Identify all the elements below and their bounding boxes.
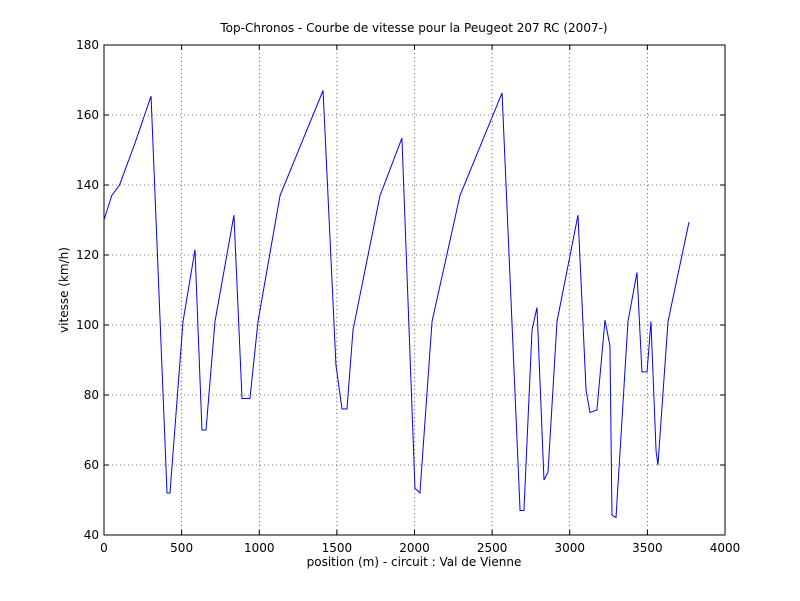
x-tick-label: 4000 (710, 541, 741, 555)
y-tick-label: 140 (76, 178, 99, 192)
x-tick-label: 0 (100, 541, 108, 555)
y-tick-label: 40 (84, 528, 99, 542)
y-tick-label: 120 (76, 248, 99, 262)
y-tick-label: 60 (84, 458, 99, 472)
y-tick-label: 100 (76, 318, 99, 332)
y-axis-label: vitesse (km/h) (57, 247, 71, 333)
x-tick-label: 500 (170, 541, 193, 555)
x-tick-label: 3500 (632, 541, 663, 555)
y-tick-label: 160 (76, 108, 99, 122)
x-tick-label: 2500 (477, 541, 508, 555)
y-tick-label: 180 (76, 38, 99, 52)
plot-frame (103, 44, 726, 536)
x-tick-label: 1000 (244, 541, 275, 555)
chart-title: Top-Chronos - Courbe de vitesse pour la … (219, 21, 607, 35)
x-tick-label: 1500 (322, 541, 353, 555)
x-axis-label: position (m) - circuit : Val de Vienne (307, 555, 522, 569)
x-tick-label: 3000 (554, 541, 585, 555)
x-tick-label: 2000 (399, 541, 430, 555)
data-line (103, 90, 690, 519)
y-tick-label: 80 (84, 388, 99, 402)
